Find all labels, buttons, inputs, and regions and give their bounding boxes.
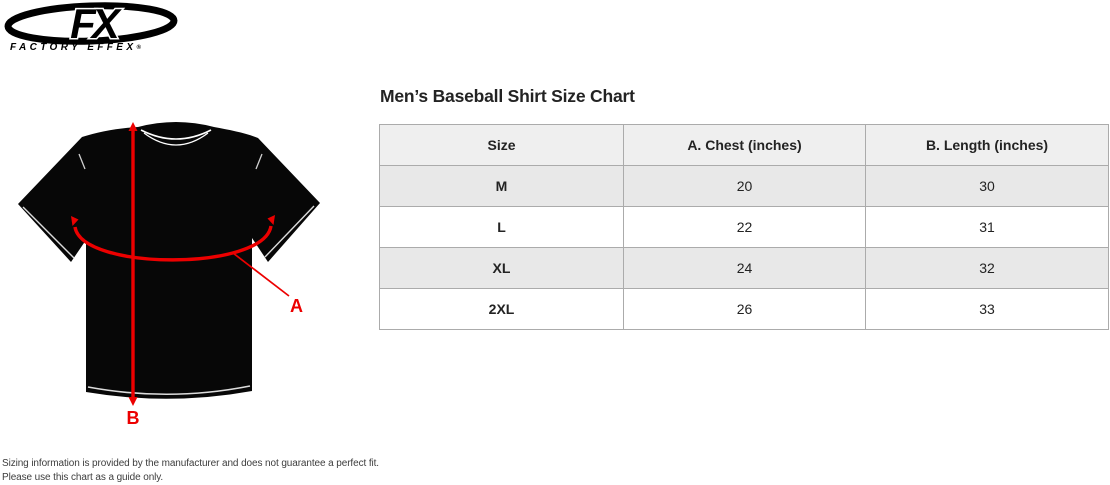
column-header-length: B. Length (inches) xyxy=(865,124,1109,166)
chest-value: 24 xyxy=(623,247,866,289)
disclaimer-line-2: Please use this chart as a guide only. xyxy=(2,472,164,483)
length-value: 31 xyxy=(865,206,1109,248)
right-shoulder-seam xyxy=(255,153,263,170)
size-value: XL xyxy=(379,247,624,289)
size-value: 2XL xyxy=(379,288,624,330)
chest-value: 20 xyxy=(623,165,866,207)
column-header-chest: A. Chest (inches) xyxy=(623,124,866,166)
chest-arc-right-tip-icon xyxy=(267,215,275,225)
size-value: L xyxy=(379,206,624,248)
length-value: 33 xyxy=(865,288,1109,330)
chest-measurement-arc xyxy=(73,225,273,262)
chest-arc-left-tip-icon xyxy=(71,216,79,226)
collar-ribbing-inner xyxy=(143,132,209,146)
table-row-2xl: 2XL 26 33 xyxy=(379,288,1109,330)
logo-wordmark: FACTORY EFFEX® xyxy=(10,42,141,53)
size-chart-table: Size A. Chest (inches) B. Length (inches… xyxy=(379,124,1109,330)
table-row-m: M 20 30 xyxy=(379,165,1109,207)
registered-trademark-symbol: ® xyxy=(136,45,141,51)
right-sleeve-hem-line xyxy=(264,205,315,258)
left-shoulder-seam xyxy=(78,153,86,170)
length-arrow-bottom-icon xyxy=(128,397,138,406)
shirt-diagram-svg: A B xyxy=(18,122,320,428)
length-value: 32 xyxy=(865,247,1109,289)
logo-wordmark-text: FACTORY EFFEX xyxy=(10,42,137,53)
left-sleeve-hem-line xyxy=(22,206,75,259)
chest-value: 22 xyxy=(623,206,866,248)
chest-callout-line xyxy=(232,252,290,297)
table-header-row: Size A. Chest (inches) B. Length (inches… xyxy=(379,124,1109,166)
disclaimer-line-1: Sizing information is provided by the ma… xyxy=(2,458,379,469)
sizing-disclaimer: Sizing information is provided by the ma… xyxy=(2,457,379,485)
measurement-overlay: A B xyxy=(71,122,303,428)
logo-oval-swoosh xyxy=(4,2,178,45)
chest-value: 26 xyxy=(623,288,866,330)
chest-label-a: A xyxy=(290,296,303,316)
column-header-size: Size xyxy=(379,124,624,166)
table-row-l: L 22 31 xyxy=(379,206,1109,248)
logo-fx-text: FX xyxy=(70,2,123,47)
size-value: M xyxy=(379,165,624,207)
shirt-measurement-diagram: A B xyxy=(0,90,340,440)
size-chart-title: Men’s Baseball Shirt Size Chart xyxy=(380,86,635,106)
table-row-xl: XL 24 32 xyxy=(379,247,1109,289)
length-value: 30 xyxy=(865,165,1109,207)
length-label-b: B xyxy=(127,408,140,428)
brand-logo: FX FACTORY EFFEX® xyxy=(4,2,184,58)
fx-logo-icon: FX xyxy=(4,2,178,48)
length-arrow-top-icon xyxy=(128,122,138,131)
collar-ribbing-outer xyxy=(140,129,212,140)
bottom-hem-line xyxy=(87,385,251,396)
